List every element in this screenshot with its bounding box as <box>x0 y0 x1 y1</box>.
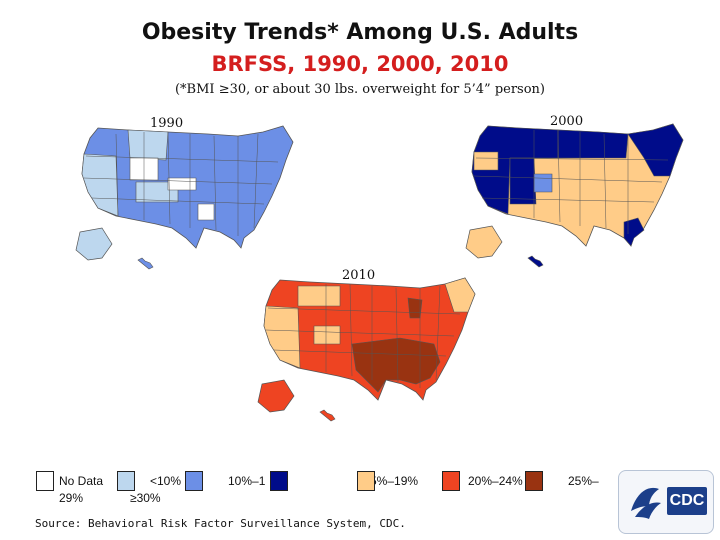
map-1990-year-label: 1990 <box>150 116 184 131</box>
page-subtitle: BRFSS, 1990, 2000, 2010 <box>211 52 509 76</box>
legend-label-30plus: ≥30% <box>130 491 161 505</box>
legend-label-15-19: 5%–19% <box>370 474 419 488</box>
map-2000 <box>465 123 684 268</box>
source-note: Source: Behavioral Risk Factor Surveilla… <box>35 517 406 530</box>
map-2010-alaska <box>257 379 295 413</box>
map-2000-north <box>557 129 629 159</box>
hhs-eagle-icon <box>631 487 661 519</box>
map-2000-northeast <box>627 123 684 177</box>
map-2000-state-lines <box>473 129 669 234</box>
map-1990-nodata-c <box>197 203 215 221</box>
map-2000-colorado <box>533 173 553 193</box>
map-2000-alaska <box>465 225 503 259</box>
map-2000-florida <box>623 217 645 247</box>
map-1990-alaska <box>75 227 113 261</box>
cdc-logo-text: CDC <box>667 487 707 515</box>
page-title: Obesity Trends* Among U.S. Adults <box>141 20 579 45</box>
legend-label-29: 29% <box>59 491 84 505</box>
map-1990-hawaii <box>137 257 154 270</box>
map-1990-center-lt10 <box>135 181 179 203</box>
legend-swatch-lt10 <box>117 471 135 491</box>
map-2010-colorado <box>313 325 341 345</box>
map-1990-nodata-b <box>167 177 197 191</box>
map-2000-year-label: 2000 <box>550 114 584 129</box>
map-2010-montana <box>297 285 341 307</box>
legend-label-20-24: 20%–24% <box>468 474 523 488</box>
map-2000-southwest <box>509 157 537 205</box>
map-1990-west-lt10 <box>81 153 119 217</box>
map-2010-state-lines <box>265 283 461 388</box>
legend-swatch-nodata <box>36 471 54 491</box>
map-2010 <box>257 277 476 422</box>
map-2000-oregon <box>473 151 499 171</box>
legend-swatch-15-19 <box>270 471 288 491</box>
map-1990 <box>75 125 294 270</box>
legend-swatch-20-24 <box>357 471 375 491</box>
map-2010-south <box>351 337 441 393</box>
legend-label-10-14: 10%–1 <box>228 474 266 488</box>
legend-label-nodata: No Data <box>59 474 104 488</box>
legend-label-25-29: 25%– <box>568 474 599 488</box>
map-2010-hawaii <box>319 409 336 422</box>
legend-swatch-10-14 <box>185 471 203 491</box>
map-1990-state-lines <box>83 131 279 236</box>
legend-swatch-25-29 <box>442 471 460 491</box>
map-2010-northeast <box>444 277 476 313</box>
legend-label-lt10: <10% <box>150 474 182 488</box>
map-1990-north-lt10 <box>127 129 169 161</box>
map-2010-year-label: 2010 <box>342 268 376 283</box>
map-2010-west <box>263 305 301 369</box>
bmi-footnote: (*BMI ≥30, or about 30 lbs. overweight f… <box>174 82 545 97</box>
cdc-logo: CDC <box>618 470 714 534</box>
legend-swatch-30plus <box>525 471 543 491</box>
map-2000-hawaii <box>527 255 544 268</box>
